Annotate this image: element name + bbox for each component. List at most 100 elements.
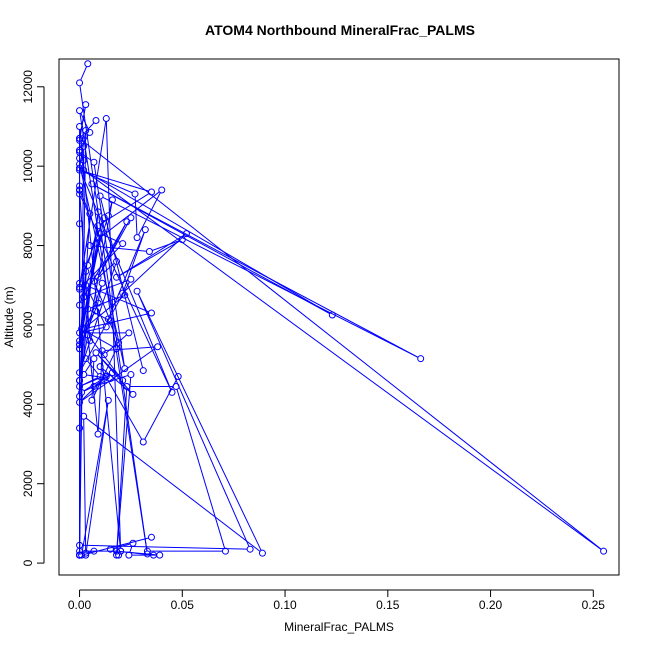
series-line-segment — [97, 353, 103, 432]
data-point — [92, 117, 100, 125]
series-line-segment — [118, 234, 185, 277]
series-line-segment — [83, 419, 87, 551]
data-point — [147, 188, 155, 196]
series-line-segment — [79, 133, 87, 553]
data-point — [141, 226, 149, 234]
data-point — [94, 208, 102, 216]
data-point — [178, 236, 186, 244]
data-point — [84, 331, 92, 339]
data-point — [154, 343, 162, 351]
data-point — [86, 242, 94, 250]
series-line-segment — [83, 329, 115, 348]
data-point — [158, 186, 166, 194]
data-point — [417, 355, 425, 363]
x-axis-label: MineralFrac_PALMS — [284, 620, 394, 634]
data-point — [90, 158, 98, 166]
data-point — [84, 305, 92, 313]
y-tick-label: 12000 — [21, 70, 35, 104]
data-point — [98, 347, 106, 355]
x-axis: 0.00 0.05 0.10 0.15 0.20 0.25 — [68, 589, 606, 612]
data-point — [127, 214, 135, 222]
data-point — [258, 549, 266, 557]
data-point — [76, 424, 84, 432]
data-point — [113, 273, 121, 281]
data-point — [90, 547, 98, 555]
data-point — [76, 190, 84, 198]
data-point — [129, 390, 137, 398]
data-point — [76, 182, 84, 190]
series-line-segment — [102, 196, 419, 358]
data-point — [100, 214, 108, 222]
series-line-segment — [85, 403, 109, 553]
data-point — [82, 126, 90, 134]
series-line-segment — [80, 305, 98, 347]
series-line-segment — [80, 113, 90, 130]
data-point — [82, 549, 90, 557]
data-point — [182, 230, 190, 238]
data-point — [80, 371, 88, 379]
data-point — [113, 547, 121, 555]
series-line-segment — [124, 235, 185, 292]
data-point — [82, 551, 90, 559]
data-point — [139, 438, 147, 446]
data-point — [84, 261, 92, 269]
data-point — [76, 122, 84, 130]
plot-area-frame — [58, 58, 620, 576]
data-point — [76, 134, 84, 142]
data-point — [76, 279, 84, 287]
series-line-segment — [82, 373, 110, 386]
data-point — [94, 299, 102, 307]
series-line-segment — [137, 293, 262, 551]
data-point — [82, 101, 90, 109]
data-point — [147, 533, 155, 541]
data-point — [76, 382, 84, 390]
y-tick-label: 6000 — [21, 311, 35, 338]
series-line-segment — [84, 224, 126, 295]
data-point — [76, 398, 84, 406]
series-line-segment — [86, 313, 149, 329]
data-point — [80, 293, 88, 301]
x-tick-label: 0.25 — [582, 598, 606, 612]
data-point — [133, 287, 141, 295]
series-line-segment — [80, 170, 172, 390]
data-point — [156, 551, 164, 559]
data-point — [115, 339, 123, 347]
data-point — [125, 329, 133, 337]
data-point — [94, 273, 102, 281]
data-point — [78, 551, 86, 559]
data-point — [80, 166, 88, 174]
data-point — [113, 257, 121, 265]
data-point — [78, 388, 86, 396]
series-line-segment — [85, 296, 123, 328]
data-point — [88, 180, 96, 188]
data-point — [96, 230, 104, 238]
data-point — [123, 382, 131, 390]
y-tick-label: 10000 — [21, 149, 35, 183]
series-line-segment — [152, 240, 180, 251]
series-line-segment — [96, 374, 129, 387]
data-point — [92, 349, 100, 357]
series-line-segment — [144, 378, 178, 440]
series-line-segment — [100, 193, 150, 225]
series-line-segment — [88, 285, 149, 313]
data-point — [127, 275, 135, 283]
data-point — [168, 388, 176, 396]
data-point — [88, 396, 96, 404]
data-point — [86, 128, 94, 136]
series-line-segment — [79, 129, 121, 549]
data-point — [125, 551, 133, 559]
data-point — [108, 369, 116, 377]
series-line-segment — [79, 107, 86, 138]
data-point — [108, 196, 116, 204]
data-point — [94, 222, 102, 230]
data-point — [104, 396, 112, 404]
data-point — [76, 148, 84, 156]
x-tick-label: 0.10 — [273, 598, 297, 612]
data-point — [76, 146, 84, 154]
data-point — [76, 329, 84, 337]
data-point — [82, 281, 90, 289]
series-line-segment — [82, 544, 248, 550]
data-point — [113, 345, 121, 353]
data-point — [86, 210, 94, 218]
